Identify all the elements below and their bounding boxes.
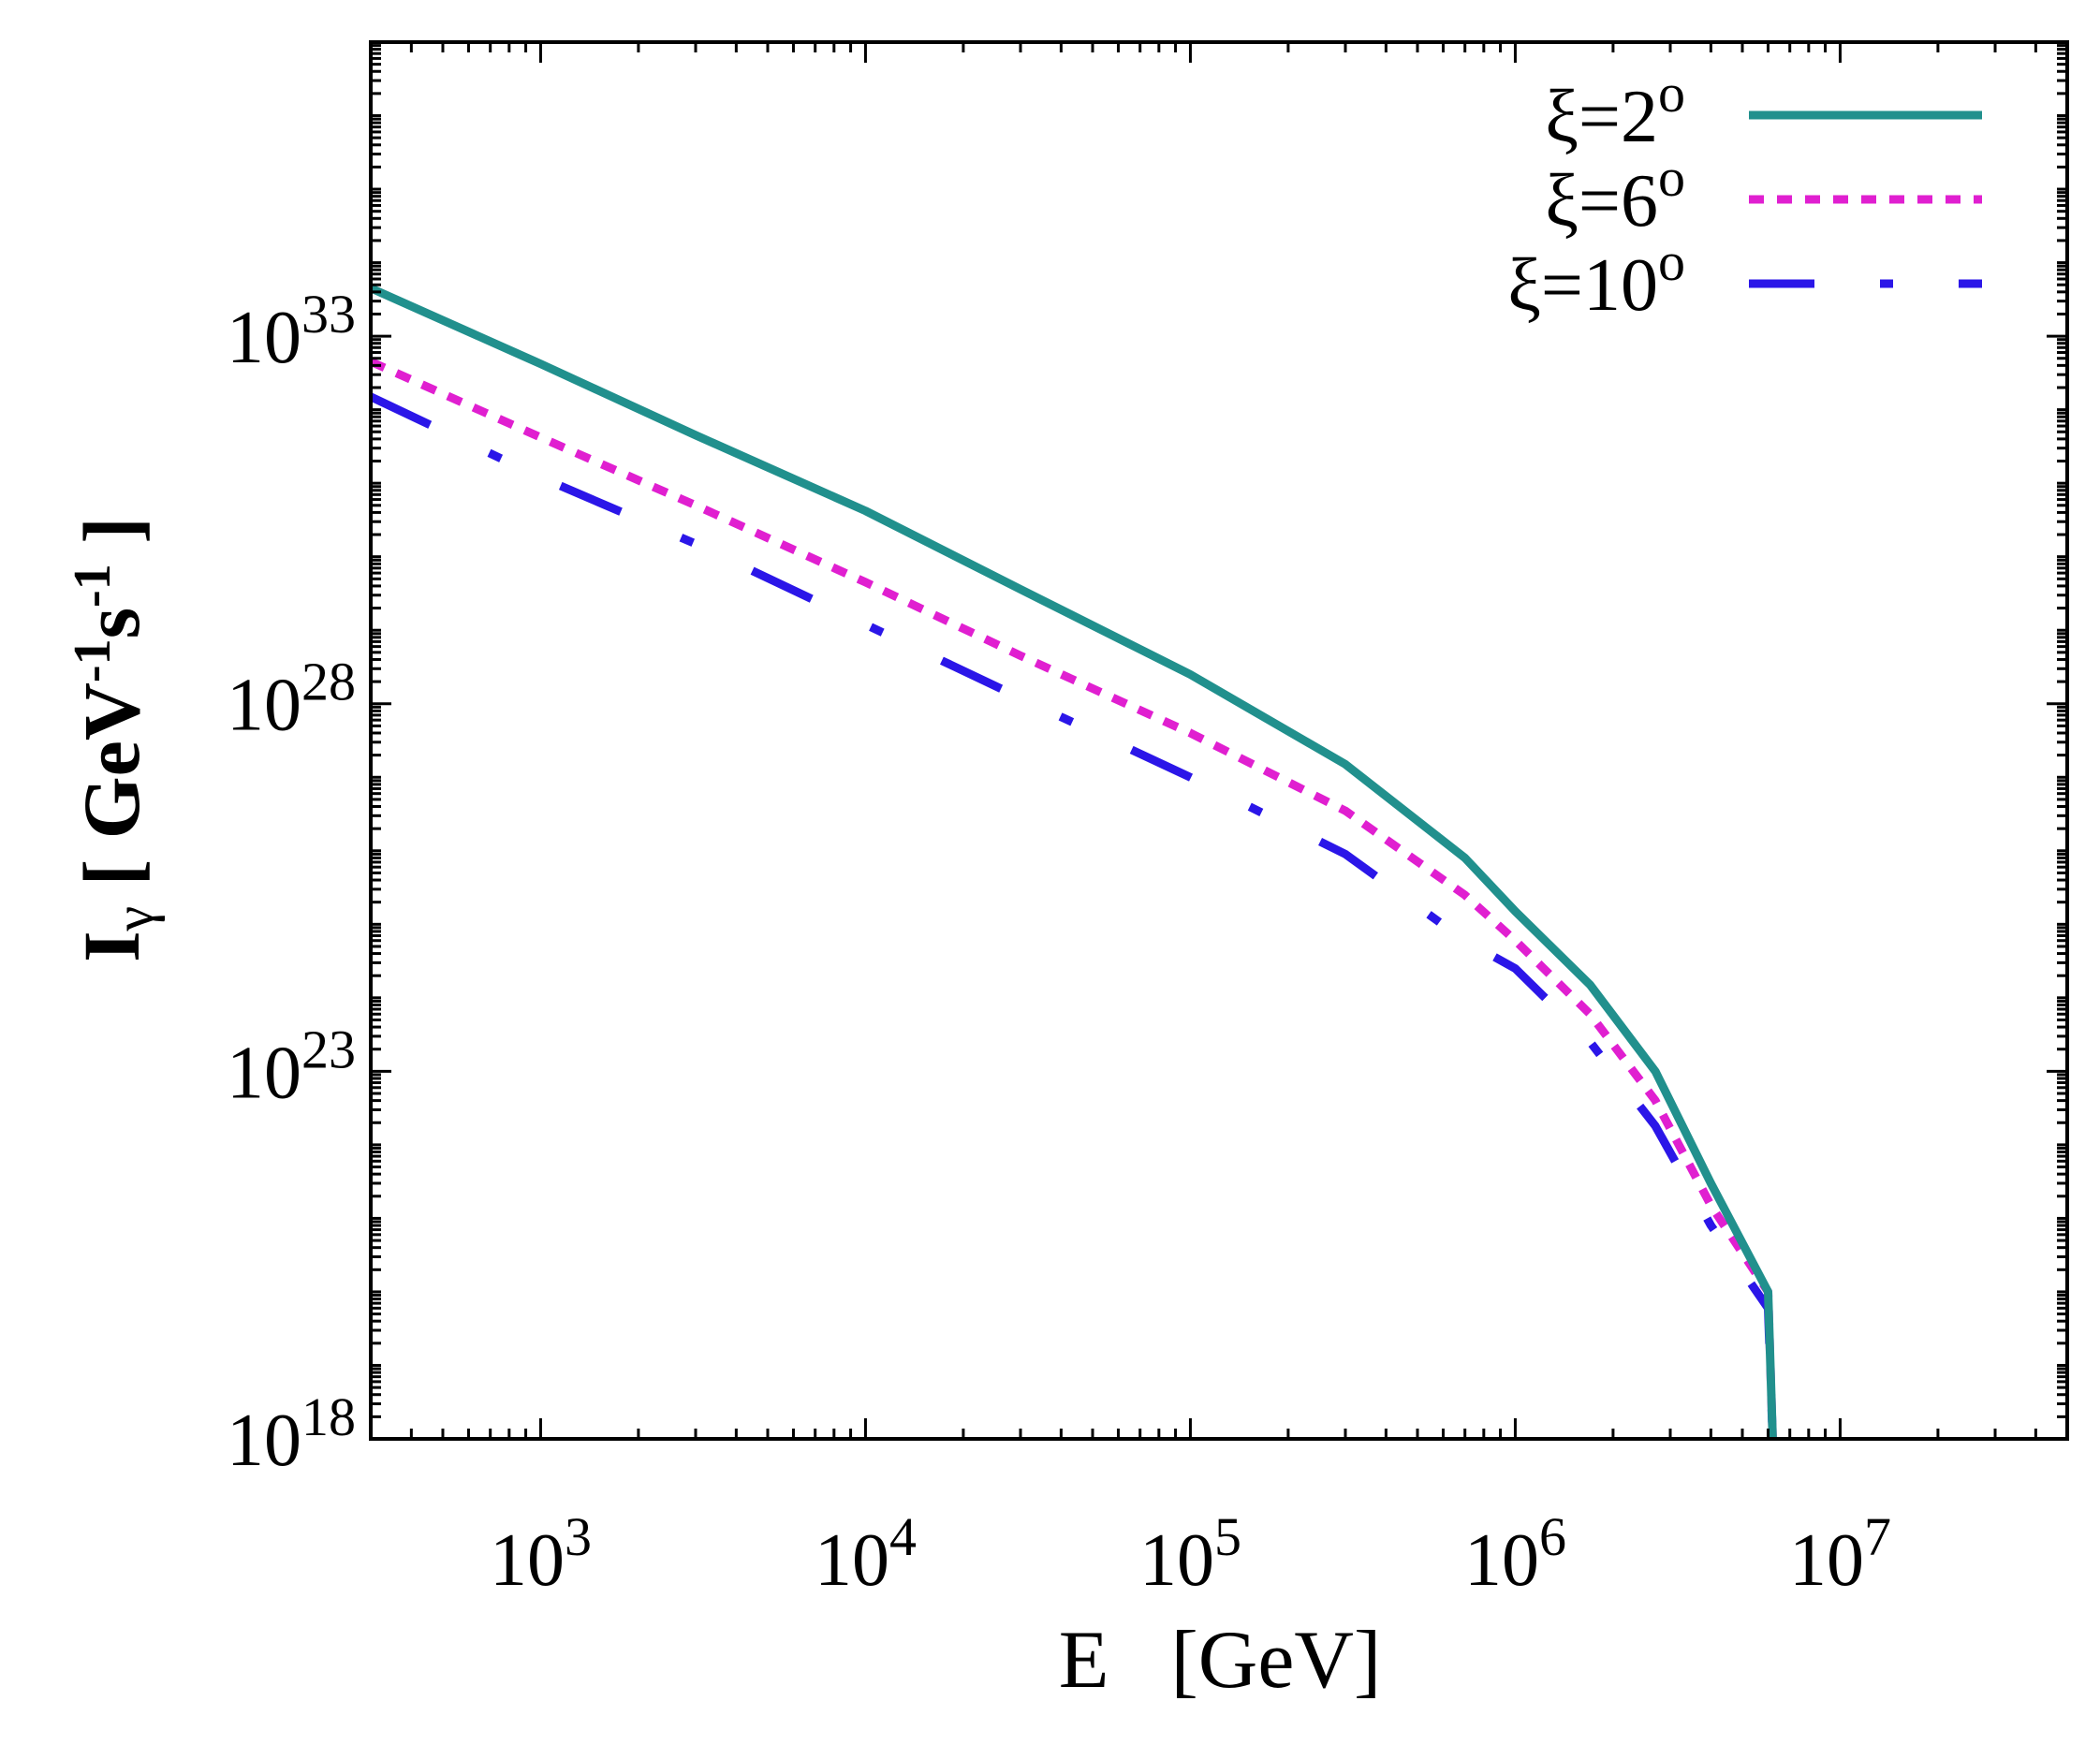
y-label-exp1: -1 [64,638,122,682]
y-label-main: I [66,931,156,961]
x-tick-label: 106 [1464,1506,1566,1603]
y-label-unit-open: [ GeV [66,682,156,906]
x-axis-label: E [GeV] [1059,1615,1382,1706]
y-axis-label: Iγ [ GeV-1s-1 ] [64,517,165,962]
y-tick-label: 1033 [227,284,356,380]
y-tick-labels: 1018 1023 1028 1033 [227,284,356,1482]
series-layer [369,284,1777,1440]
y-label-exp2: -1 [64,564,122,608]
y-label-mid: s [66,608,156,638]
svg-text:Iγ [ GeV-1s-1 ]: Iγ [ GeV-1s-1 ] [64,517,165,962]
legend: ξ=2oξ=6oξ=10o [1507,63,1982,328]
x-tick-label: 103 [490,1506,592,1603]
x-tick-label: 105 [1139,1506,1241,1603]
legend-label-2: ξ=6o [1545,147,1685,243]
plot-frame [369,40,2069,1441]
x-tick-label: 104 [815,1506,917,1603]
series-line-1 [369,284,1777,1440]
legend-label-1: ξ=2o [1545,63,1685,159]
y-label-sub: γ [103,906,165,932]
y-tick-label: 1023 [227,1019,356,1115]
y-tick-label: 1028 [227,651,356,747]
x-tick-label: 107 [1789,1506,1891,1603]
legend-label-3: ξ=10o [1507,231,1685,328]
x-tick-labels: 103 104 105 106 107 [490,1506,1891,1603]
y-label-unit-close: ] [66,517,156,564]
y-tick-label: 1018 [227,1386,356,1483]
